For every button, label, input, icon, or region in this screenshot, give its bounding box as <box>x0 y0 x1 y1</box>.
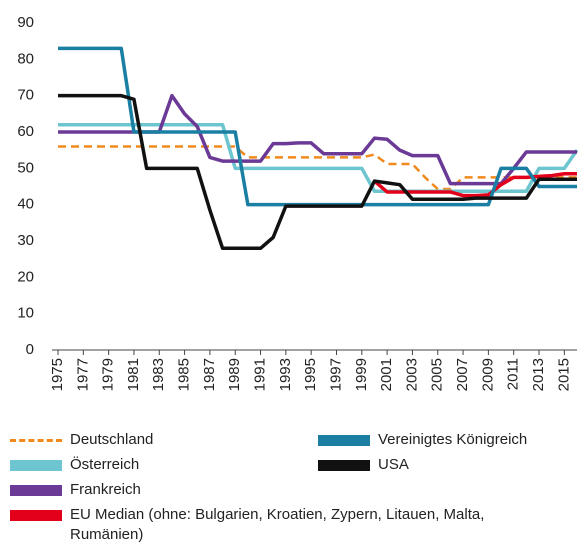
series-line <box>58 145 577 191</box>
legend-swatch <box>10 485 62 496</box>
series-line <box>58 46 577 207</box>
legend-label: USA <box>378 456 409 473</box>
x-tick-label: 1987 <box>201 358 218 391</box>
x-tick-label: 1975 <box>49 358 66 391</box>
y-tick-label: 40 <box>17 196 34 213</box>
y-tick-label: 20 <box>17 268 34 285</box>
legend-swatch <box>318 435 370 446</box>
legend-swatch <box>10 510 62 521</box>
y-tick-label: 10 <box>17 305 34 322</box>
legend-label: Frankreich <box>70 481 141 498</box>
legend-swatch <box>10 460 62 471</box>
x-tick-label: 2013 <box>530 358 547 391</box>
x-tick-label: 1995 <box>302 358 319 391</box>
y-tick-label: 70 <box>17 87 34 104</box>
legend-swatch <box>10 439 62 442</box>
x-tick-label: 2007 <box>454 358 471 391</box>
x-tick-label: 1999 <box>353 358 370 391</box>
x-tick-label: 1981 <box>125 358 142 391</box>
legend-label: Österreich <box>70 456 140 473</box>
x-tick-label: 2003 <box>403 358 420 391</box>
x-tick-label: 2009 <box>479 358 496 391</box>
x-tick-label: 2011 <box>505 358 522 390</box>
legend-label: Vereinigtes Königreich <box>378 431 528 448</box>
x-tick-label: 2001 <box>378 358 395 391</box>
x-tick-label: 1989 <box>226 358 243 391</box>
y-tick-label: 0 <box>26 341 34 358</box>
chart: 0 10 20 30 40 50 60 70 80 90 1975 1977 1979 1981 1983 1… <box>17 14 578 391</box>
x-tick-label: 1977 <box>74 358 91 391</box>
y-tick-label: 50 <box>17 159 34 176</box>
x-tick-label: 1993 <box>277 358 294 391</box>
x-tick-label: 1979 <box>100 358 117 391</box>
x-tick-label: 1983 <box>150 358 167 391</box>
legend-swatch <box>318 460 370 471</box>
y-tick-label: 90 <box>17 14 34 31</box>
x-tick-label: 1997 <box>327 358 344 391</box>
legend-label: EU Median (ohne: Bulgarien, Kroatien, Zy… <box>70 506 485 543</box>
legend-label: Deutschland <box>70 431 154 448</box>
y-tick-label: 30 <box>17 232 34 249</box>
x-tick-label: 1991 <box>252 358 269 391</box>
y-tick-label: 60 <box>17 123 34 140</box>
y-tick-label: 80 <box>17 50 34 67</box>
x-tick-label: 2015 <box>555 358 572 391</box>
x-tick-label: 2005 <box>429 358 446 391</box>
x-tick-label: 1985 <box>176 358 193 391</box>
series-line <box>58 93 577 251</box>
